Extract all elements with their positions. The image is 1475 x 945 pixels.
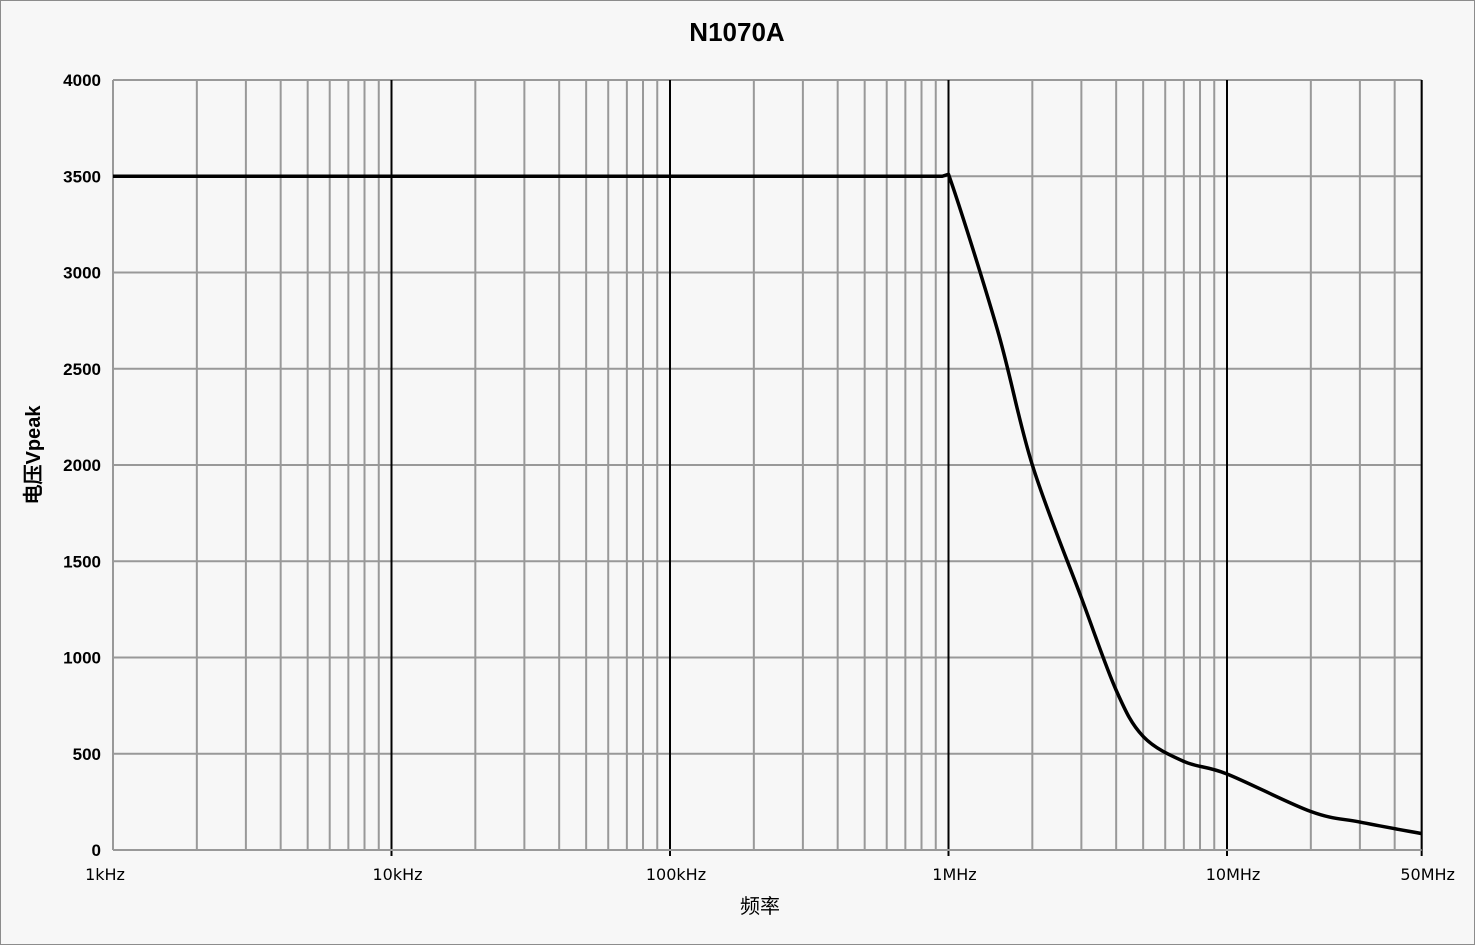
x-tick-label: 1kHz (85, 865, 125, 884)
x-tick-label: 10kHz (372, 865, 422, 884)
y-tick-label: 3000 (63, 264, 101, 283)
y-axis-ticks: 0 500 1000 1500 2000 2500 3000 3500 4000 (63, 71, 101, 860)
y-axis-label: 电压Vpeak (22, 405, 45, 505)
y-tick-label: 0 (92, 841, 101, 860)
x-axis-ticks: 1kHz 10kHz 100kHz 1MHz 10MHz 50MHz (85, 865, 1455, 884)
x-tick-label: 10MHz (1206, 865, 1261, 884)
series-line-n1070a (113, 172, 1422, 836)
y-tick-label: 2500 (63, 360, 101, 379)
grid-lines (112, 79, 1423, 856)
y-tick-label: 4000 (63, 71, 101, 90)
x-tick-label: 100kHz (646, 865, 706, 884)
x-tick-label: 1MHz (932, 865, 976, 884)
y-tick-label: 2000 (63, 456, 101, 475)
x-tick-label: 50MHz (1400, 865, 1455, 884)
chart-title: N1070A (689, 17, 785, 47)
y-tick-label: 1500 (63, 552, 101, 571)
y-tick-label: 1000 (63, 649, 101, 668)
y-tick-label: 3500 (63, 167, 101, 186)
y-tick-label: 500 (73, 745, 101, 764)
x-axis-label: 频率 (740, 894, 780, 918)
